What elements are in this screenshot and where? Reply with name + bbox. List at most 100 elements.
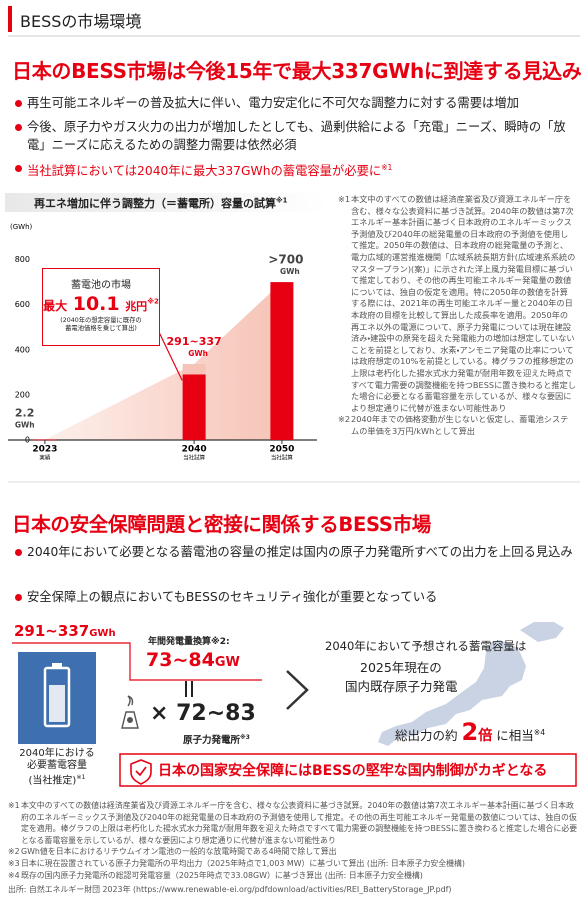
caption-text: (当社推定)	[28, 775, 77, 787]
note: ※1 本文中のすべての数値は経済産業省及び資源エネルギー庁を含む、様々な公表資料に…	[338, 194, 576, 414]
note-text: 本文中のすべての数値は経済産業省及び資源エネルギー庁を含む、様々な公表資料に基づ…	[21, 801, 578, 845]
bullet: 今後、原子力やガス火力の出力が増加したとしても、過剰供給による「充電」ニーズ、瞬…	[14, 118, 579, 154]
chart-title: 再エネ増加に伴う調整力（＝蓄電所）容量の試算※1	[34, 195, 287, 211]
bar	[182, 374, 206, 440]
section-title: 日本の安全保障問題と密接に関係するBESS市場	[12, 513, 431, 536]
footnote: ※4 既存の国内原子力発電所の総認可発電容量（2025年時点で33.08GW）に基…	[8, 870, 580, 882]
banner-text: 日本の国家安全保障にはBESSの堅牢な国内制御がカギとなる	[158, 763, 548, 779]
y-tick-label: 800	[15, 255, 30, 264]
note-text: 既存の国内原子力発電所の総認可発電容量（2025年時点で33.08GW）に基づき…	[21, 870, 423, 880]
x-tick-label: 2023	[32, 445, 57, 455]
bracket-line	[12, 642, 262, 681]
callout-box: 蓄電池の市場 最大 10.1 兆円※2 (2040年の想定容量に既存の 蓄電池価…	[42, 268, 160, 346]
y-tick-label: 600	[15, 300, 30, 309]
bullet-text: 再生可能エネルギーの普及拡大に伴い、電力安定化に不可欠な調整力に対する需要は増加	[27, 96, 519, 110]
y-axis-label: (GWh)	[10, 223, 33, 231]
note-text: GWh値を日本におけるリチウムイオン電池の一般的な放電時間である4時間で除して算…	[21, 847, 337, 857]
value-label: 291~337	[167, 335, 222, 348]
capacity-number: 291~337	[14, 622, 90, 640]
header-title: BESSの市場環境	[20, 12, 142, 31]
bullet-dot	[15, 124, 22, 131]
chart: 0200400600800(GWh)2023実績2.2GWh2040当社試算29…	[8, 223, 317, 462]
note-mark: ※2	[8, 847, 20, 857]
note-mark: ※1	[381, 163, 393, 172]
callout-number: 10.1	[72, 293, 120, 315]
callout-value: 最大 10.1 兆円※2	[43, 293, 159, 315]
caption-line: 2040年における	[19, 748, 95, 759]
bullet: 安全保障上の観点においてもBESSのセキュリティ強化が重要となっている	[14, 588, 579, 606]
callout-title: 蓄電池の市場	[71, 280, 131, 291]
note-mark: ※3	[8, 858, 20, 868]
result-number: 2	[461, 718, 479, 746]
callout-caption: 蓄電池価格を乗じて算出)	[65, 325, 137, 332]
japan-map	[378, 622, 564, 746]
annual-label: 年間発電量換算※2:	[148, 634, 230, 647]
note-mark: ※1	[276, 196, 288, 205]
plants-number: 72~83	[176, 701, 256, 726]
annual-value: 73~84GW	[146, 649, 240, 671]
annual-unit: GW	[214, 655, 240, 670]
source-label: 出所:	[8, 885, 27, 895]
note-mark: ※2	[338, 414, 351, 425]
callout-pointer	[157, 329, 183, 381]
shield-check	[135, 766, 147, 777]
result-unit: 倍	[478, 728, 493, 744]
note-mark: ※1	[76, 774, 86, 781]
nuclear-icon	[121, 695, 139, 729]
bullet-text: 安全保障上の観点においてもBESSのセキュリティ強化が重要となっている	[27, 590, 438, 604]
statement-line: 2040年において予想される蓄電容量は	[325, 639, 527, 653]
source: 出所: 自然エネルギー財団 2023年 (https://www.renewab…	[8, 884, 580, 896]
shield-icon	[130, 759, 152, 785]
statement-line: 2025年現在の	[360, 660, 442, 675]
x-tick-label: 2040	[182, 445, 207, 455]
statement-result: 総出力の約 2倍 に相当※4	[395, 718, 545, 746]
annual-label-text: 年間発電量換算	[148, 637, 212, 647]
bullet-dot	[15, 100, 22, 107]
section-title: 日本のBESS市場は今後15年で最大337GWhに到達する見込み	[12, 59, 582, 83]
chevron	[286, 670, 309, 710]
note-mark: ※2	[147, 297, 159, 306]
bullet: 当社試算においては2040年に最大337GWhの蓄電容量が必要に※1	[14, 159, 579, 180]
x-tick-note: 当社試算	[271, 454, 294, 462]
bullet: 2040年において必要となる蓄電池の容量の推定は国内の原子力発電所すべての出力を…	[14, 543, 579, 561]
bullet-text: 当社試算においては2040年に最大337GWhの蓄電容量が必要に	[27, 164, 382, 179]
footnotes: ※1 本文中のすべての数値は経済産業省及び資源エネルギー庁を含む、様々な公表資料に…	[8, 800, 580, 896]
plants-value: × 72~83	[150, 701, 256, 726]
note-mark: ※1	[338, 194, 351, 204]
y-tick-label: 400	[15, 345, 30, 354]
note-text: 2040年までの価格変動が生じないと仮定し、蓄電池システムの単価を3万円/kWh…	[351, 414, 569, 436]
x-tick-note: 当社試算	[183, 454, 206, 462]
result-suffix: に相当	[496, 728, 534, 743]
bar	[270, 282, 294, 440]
bullet-text: 2040年において必要となる蓄電池の容量の推定は国内の原子力発電所すべての出力を…	[27, 545, 573, 559]
note-mark: ※4	[8, 870, 20, 880]
nuclear-icon-core	[127, 717, 133, 723]
bullet: 再生可能エネルギーの普及拡大に伴い、電力安定化に不可欠な調整力に対する需要は増加	[14, 94, 579, 112]
caption-line: 必要蓄電容量	[27, 760, 87, 771]
value-label: >700	[268, 253, 303, 267]
note-text: 本文中のすべての数値は経済産業省及び資源エネルギー庁を含む、様々な公表資料に基づ…	[351, 194, 576, 413]
callout-caption: (2040年の想定容量に既存の	[60, 317, 142, 324]
value-unit: GWh	[280, 267, 300, 276]
note-mark: ※4	[533, 727, 546, 737]
chart-title-band	[5, 193, 330, 212]
footnote: ※1 本文中のすべての数値は経済産業省及び資源エネルギー庁を含む、様々な公表資料に…	[8, 800, 580, 846]
statement-line: 国内既存原子力発電	[345, 679, 458, 694]
caption-line: (当社推定)※1	[4, 772, 110, 787]
bullet-dot	[15, 165, 22, 172]
banner-box	[119, 753, 577, 787]
callout-unit: 兆円	[125, 300, 148, 313]
note-mark: ※2:	[211, 637, 230, 647]
bullet-dot	[15, 594, 22, 601]
times-symbol: ×	[150, 701, 169, 726]
battery-charge	[49, 685, 65, 722]
chart-title-text: 再エネ増加に伴う調整力（＝蓄電所）容量の試算	[34, 197, 276, 210]
footnote: ※2 GWh値を日本におけるリチウムイオン電池の一般的な放電時間である4時間で除し…	[8, 846, 580, 858]
note-text: 日本に現在設置されている原子力発電所の平均出力（2025年時点で1,003 MW…	[21, 858, 466, 868]
annual-number: 73~84	[146, 649, 215, 671]
callout-prefix: 最大	[43, 299, 68, 313]
battery-cap	[52, 663, 62, 668]
